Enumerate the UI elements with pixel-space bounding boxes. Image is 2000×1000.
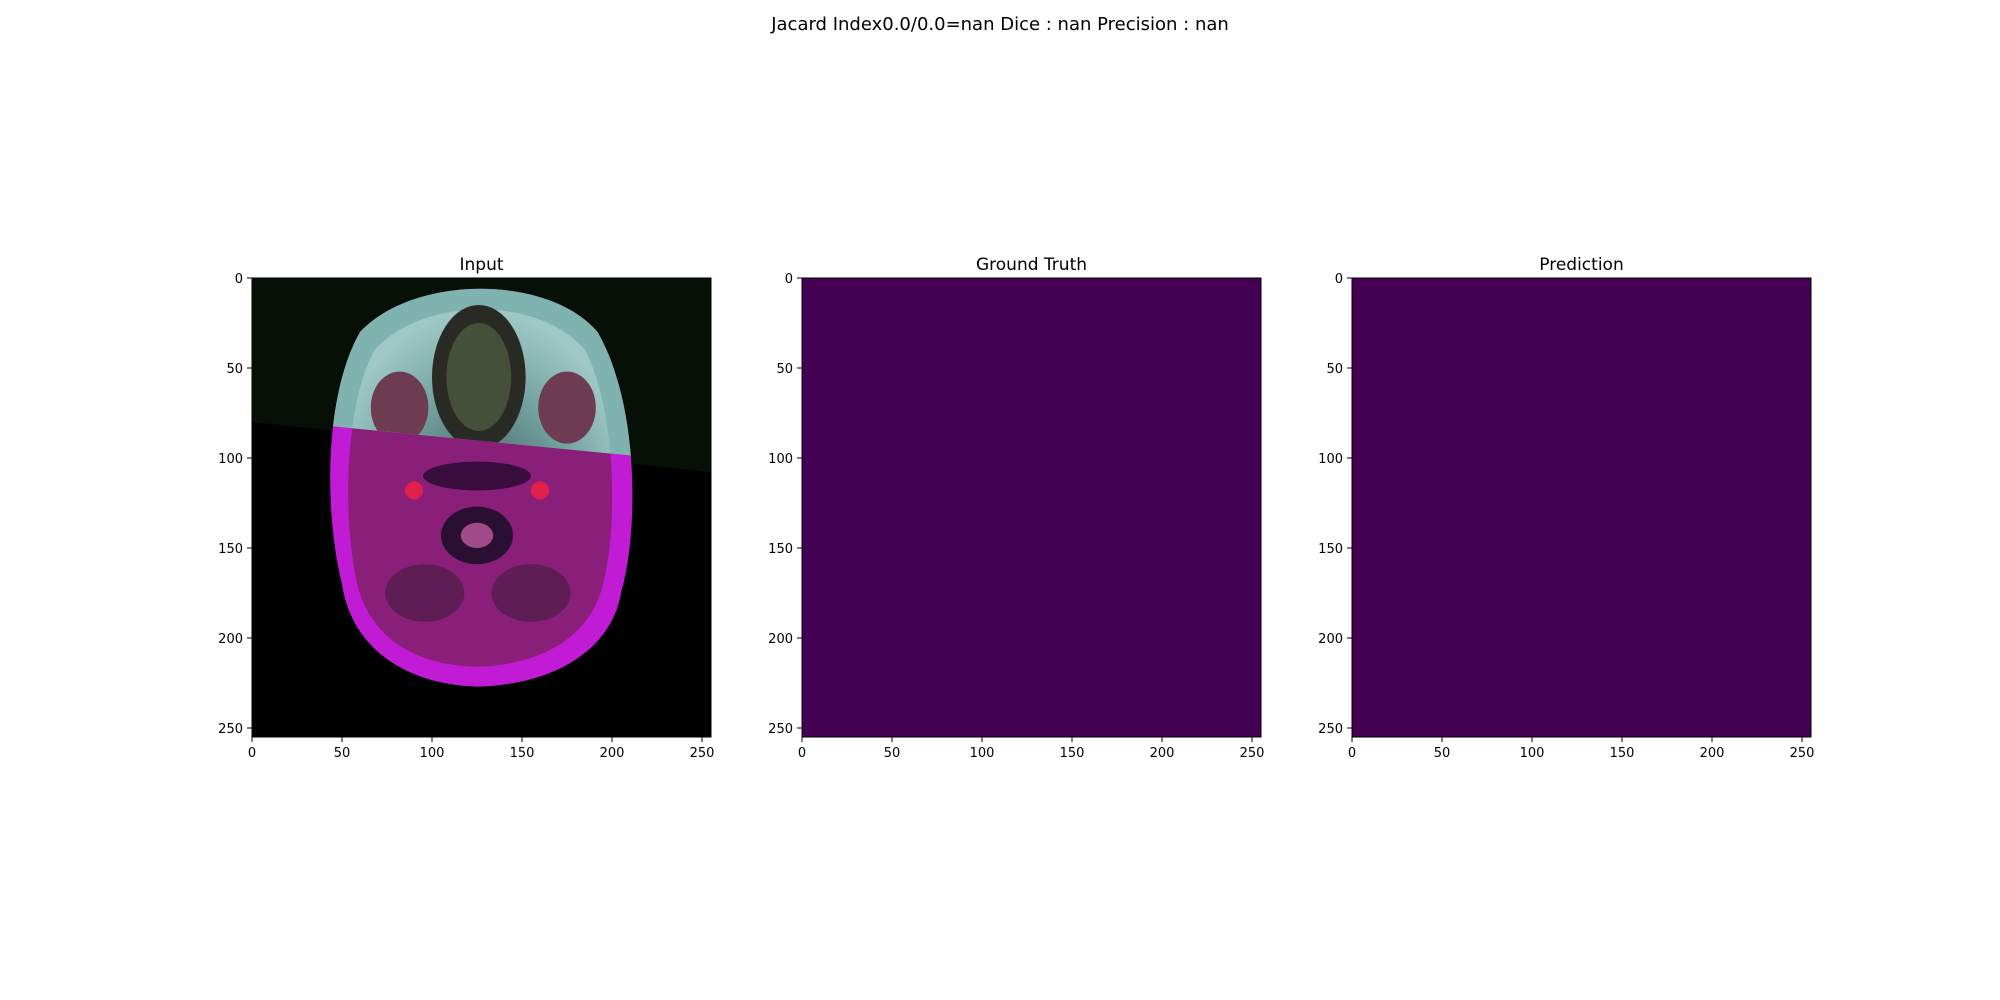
axes-frame — [1351, 277, 1812, 738]
y-tick-label: 200 — [1318, 632, 1343, 647]
vessel-right — [531, 481, 549, 500]
subplot-title: Prediction — [1539, 255, 1623, 275]
y-tick-label: 200 — [768, 632, 793, 647]
axes-frame — [801, 277, 1262, 738]
y-tick-label: 100 — [768, 452, 793, 467]
x-tick-label: 250 — [1790, 746, 1815, 761]
y-tick-label: 150 — [1318, 542, 1343, 557]
y-tick-label: 150 — [768, 542, 793, 557]
x-tick-label: 200 — [600, 746, 625, 761]
upper-overlay — [330, 288, 633, 464]
x-tick-label: 200 — [1700, 746, 1725, 761]
x-tick-label: 100 — [420, 746, 445, 761]
subplot-ground-truth: Ground Truth 0 50 100 150 200 250 0 50 100 150 200 2… — [768, 255, 1264, 761]
right-muscle — [491, 564, 571, 622]
left-muscle — [385, 564, 465, 622]
right-gland — [538, 371, 596, 444]
x-tick-label: 150 — [1060, 746, 1085, 761]
y-tick-label: 250 — [768, 722, 793, 737]
subplot-prediction: Prediction 0 50 100 150 200 250 0 50 100 150 200 250 — [1318, 255, 1814, 761]
heatmap-image — [1352, 278, 1811, 737]
y-tick-label: 100 — [218, 452, 243, 467]
x-tick-label: 100 — [1520, 746, 1545, 761]
x-tick-label: 250 — [1240, 746, 1265, 761]
left-gland — [370, 371, 429, 444]
y-tick-label: 100 — [1318, 452, 1343, 467]
x-tick-label: 50 — [884, 746, 901, 761]
subplot-title: Ground Truth — [976, 255, 1087, 275]
heatmap-image — [802, 278, 1261, 737]
y-tick-label: 0 — [785, 272, 793, 287]
y-tick-label: 0 — [1335, 272, 1343, 287]
y-tick-label: 0 — [235, 272, 243, 287]
input-image — [252, 278, 711, 737]
x-tick-label: 50 — [1434, 746, 1451, 761]
x-tick-label: 0 — [1348, 746, 1356, 761]
y-tick-label: 50 — [776, 362, 793, 377]
y-tick-label: 200 — [218, 632, 243, 647]
y-tick-label: 50 — [1326, 362, 1343, 377]
spinal-cord — [460, 522, 494, 549]
x-tick-label: 50 — [334, 746, 351, 761]
subplot-input: Input 0 50 100 150 200 250 0 50 100 150 200 250 — [218, 255, 714, 761]
x-tick-label: 0 — [798, 746, 806, 761]
y-tick-label: 250 — [218, 722, 243, 737]
axes-frame — [251, 277, 712, 738]
y-tick-label: 50 — [226, 362, 243, 377]
x-tick-label: 150 — [1610, 746, 1635, 761]
x-tick-label: 200 — [1150, 746, 1175, 761]
x-tick-label: 150 — [510, 746, 535, 761]
vessel-left — [405, 481, 423, 500]
figure-suptitle: Jacard Index0.0/0.0=nan Dice : nan Preci… — [771, 14, 1229, 35]
y-tick-label: 250 — [1318, 722, 1343, 737]
subplot-title: Input — [459, 255, 503, 275]
x-tick-label: 100 — [970, 746, 995, 761]
x-tick-label: 250 — [690, 746, 715, 761]
tongue — [446, 323, 512, 431]
y-tick-label: 150 — [218, 542, 243, 557]
x-tick-label: 0 — [248, 746, 256, 761]
airway — [423, 461, 531, 491]
